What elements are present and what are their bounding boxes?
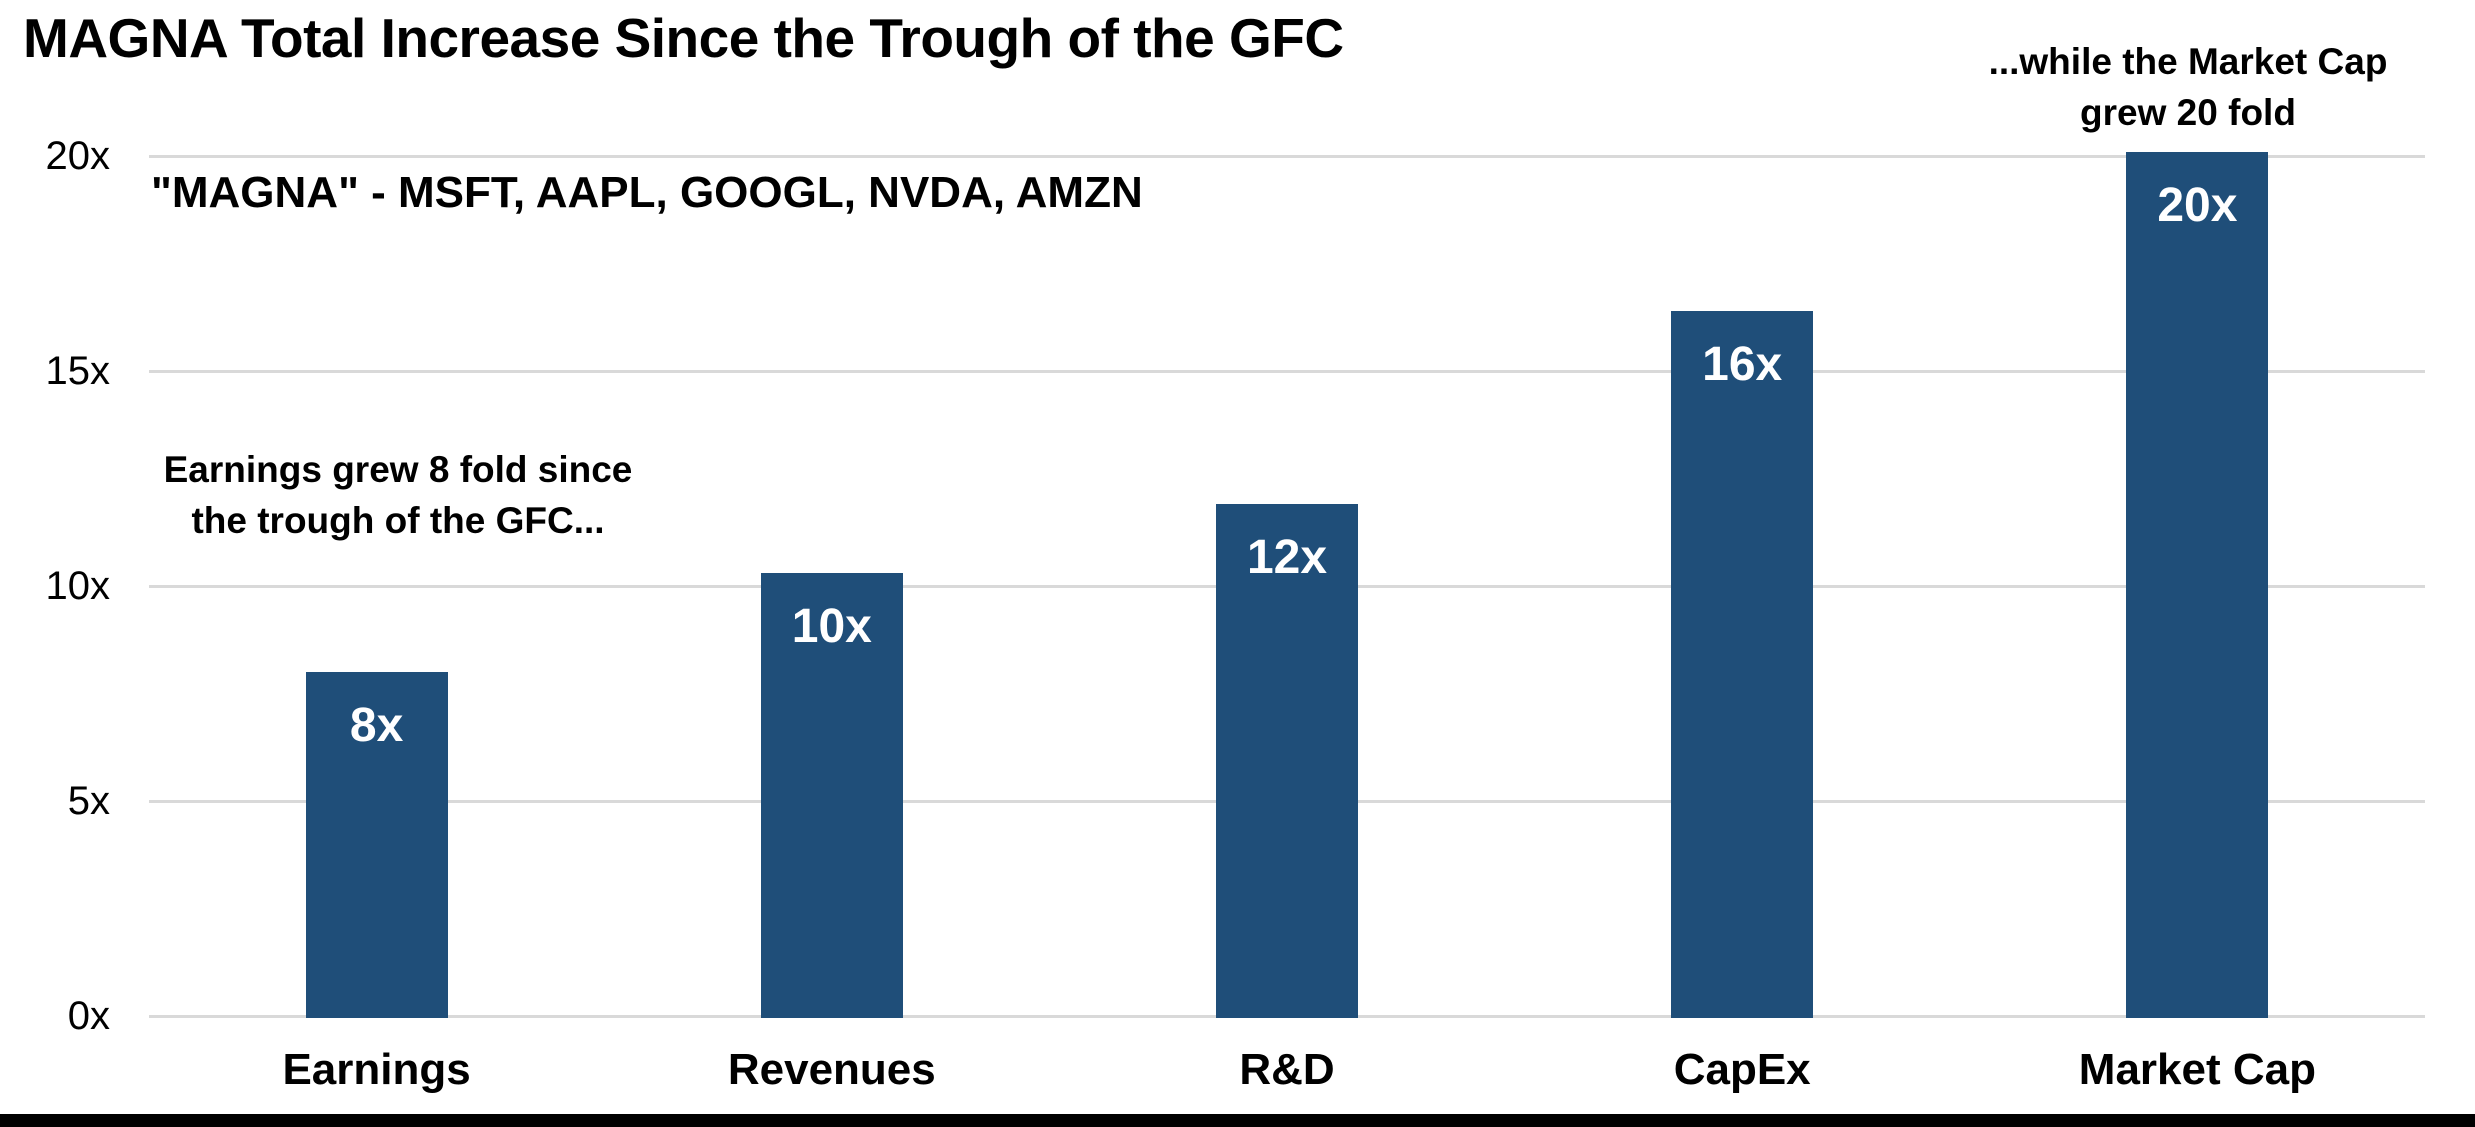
gridline — [149, 155, 2425, 158]
gridline — [149, 370, 2425, 373]
bar-capex: 16x — [1671, 310, 1814, 1018]
bar-market-cap: 20x — [2126, 151, 2269, 1018]
chart-title: MAGNA Total Increase Since the Trough of… — [23, 7, 1344, 69]
category-label: CapEx — [1673, 1045, 1811, 1094]
category-label: Revenues — [727, 1045, 936, 1094]
annotation-line: ...while the Market Cap — [1988, 41, 2388, 82]
y-tick-label: 0x — [67, 994, 110, 1038]
bar-value-label: 12x — [1246, 531, 1328, 585]
annotation-market-cap: ...while the Market Cap grew 20 fold — [1989, 36, 2388, 138]
category-label: Market Cap — [2078, 1045, 2316, 1094]
y-tick-label: 10x — [45, 564, 111, 608]
bar-value-label: 10x — [791, 600, 872, 654]
chart-subtitle: "MAGNA" - MSFT, AAPL, GOOGL, NVDA, AMZN — [151, 168, 1143, 217]
category-label: Earnings — [282, 1045, 471, 1094]
bar-value-label: 16x — [1702, 337, 1783, 391]
y-tick-label: 20x — [45, 134, 111, 178]
annotation-line: the trough of the GFC... — [191, 500, 605, 541]
bar-earnings: 8x — [305, 672, 448, 1018]
bar-value-label: 20x — [2157, 178, 2238, 232]
bar-revenues: 10x — [760, 573, 903, 1018]
slide-bottom-edge — [0, 1114, 2475, 1127]
annotation-earnings: Earnings grew 8 fold since the trough of… — [164, 444, 633, 546]
bar-r-d: 12x — [1216, 504, 1358, 1018]
bar-value-label: 8x — [349, 699, 404, 752]
y-tick-label: 15x — [45, 349, 111, 393]
annotation-line: grew 20 fold — [2080, 92, 2296, 133]
y-tick-label: 5x — [67, 779, 110, 823]
category-label: R&D — [1239, 1045, 1335, 1094]
annotation-line: Earnings grew 8 fold since — [163, 449, 633, 490]
